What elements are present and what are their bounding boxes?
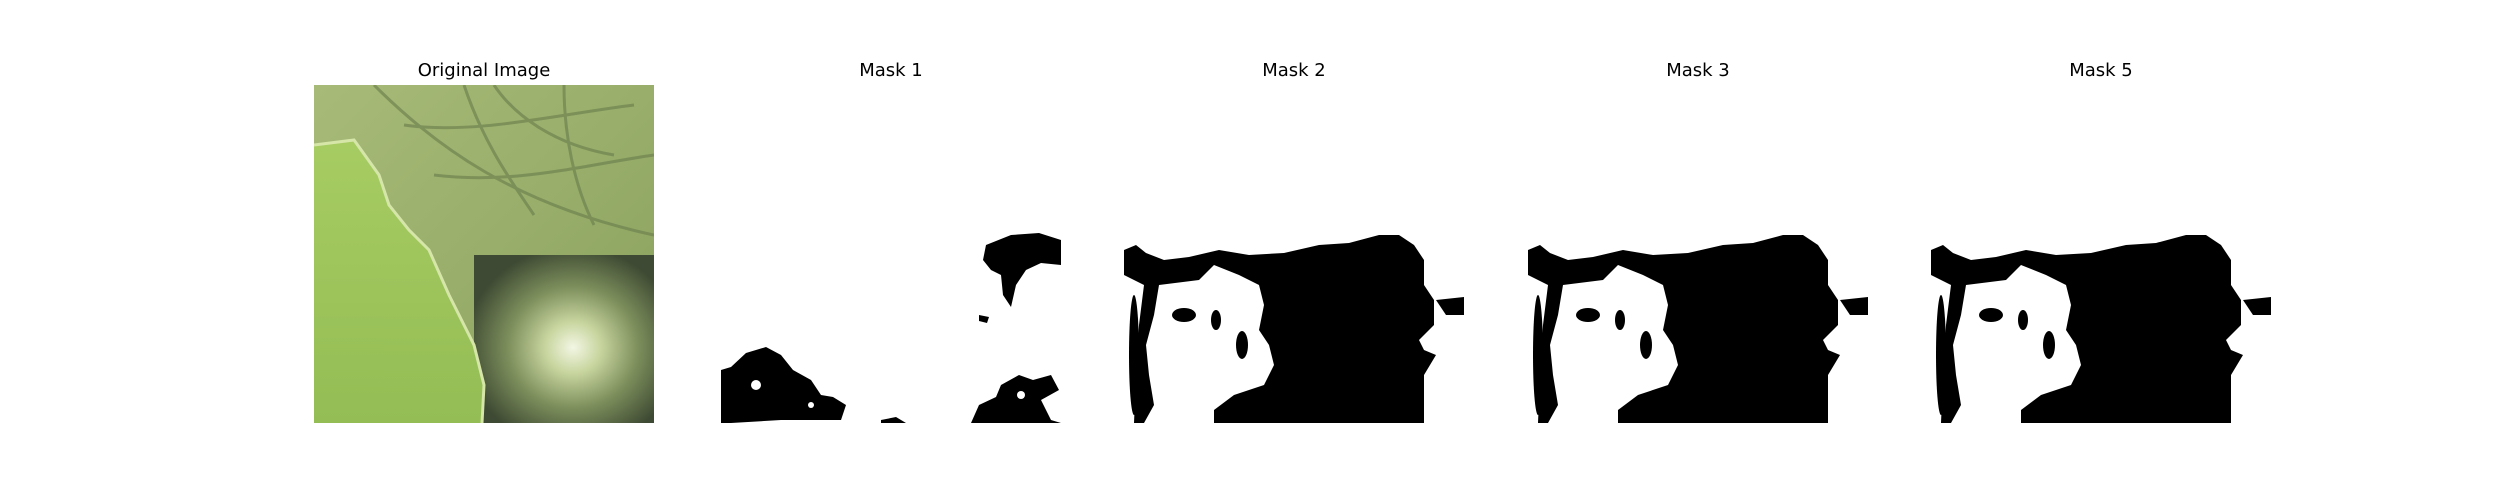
mask-1-image	[721, 85, 1061, 423]
panel-title: Mask 1	[859, 60, 923, 81]
panel-title: Mask 3	[1666, 60, 1730, 81]
panel-mask-3: Mask 3	[1528, 0, 1868, 500]
panel-title: Original Image	[417, 60, 551, 81]
panel-mask-1: Mask 1	[721, 0, 1061, 500]
panel-mask-5: Mask 5	[1931, 0, 2271, 500]
panel-title: Mask 5	[2069, 60, 2133, 81]
mask-3-image	[1528, 85, 1868, 423]
panel-original: Original Image	[314, 0, 654, 500]
mask-5-image	[1931, 85, 2271, 423]
original-image	[314, 85, 654, 423]
panel-mask-2: Mask 2	[1124, 0, 1464, 500]
panel-title: Mask 2	[1262, 60, 1326, 81]
mask-2-image	[1124, 85, 1464, 423]
